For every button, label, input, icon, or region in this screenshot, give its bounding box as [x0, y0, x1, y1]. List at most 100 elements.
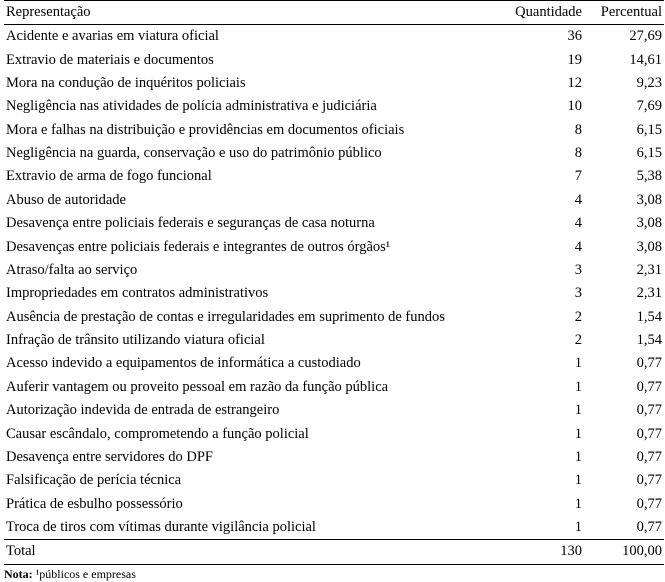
cell-quantidade: 36 — [504, 25, 584, 49]
footnote: Nota: ¹públicos e empresas — [4, 565, 657, 582]
cell-quantidade: 1 — [504, 352, 584, 375]
cell-percentual: 2,31 — [584, 282, 664, 305]
total-label: Total — [4, 540, 504, 564]
cell-percentual: 0,77 — [584, 376, 664, 399]
cell-quantidade: 1 — [504, 493, 584, 516]
cell-representacao: Acesso indevido a equipamentos de inform… — [4, 352, 504, 375]
cell-percentual: 0,77 — [584, 493, 664, 516]
cell-representacao: Extravio de materiais e documentos — [4, 48, 504, 71]
col-header-representacao: Representação — [4, 1, 504, 25]
cell-quantidade: 8 — [504, 142, 584, 165]
cell-quantidade: 1 — [504, 422, 584, 445]
cell-representacao: Mora e falhas na distribuição e providên… — [4, 119, 504, 142]
cell-quantidade: 3 — [504, 282, 584, 305]
footnote-label: Nota: — [4, 567, 33, 581]
table-row: Autorização indevida de entrada de estra… — [4, 399, 664, 422]
cell-percentual: 27,69 — [584, 25, 664, 49]
table-row: Desavença entre servidores do DPF10,77 — [4, 446, 664, 469]
cell-quantidade: 2 — [504, 306, 584, 329]
cell-quantidade: 19 — [504, 48, 584, 71]
cell-quantidade: 1 — [504, 446, 584, 469]
table-row: Desavenças entre policiais federais e in… — [4, 235, 664, 258]
cell-representacao: Desavenças entre policiais federais e in… — [4, 235, 504, 258]
table-row: Extravio de materiais e documentos1914,6… — [4, 48, 664, 71]
table-row: Mora e falhas na distribuição e providên… — [4, 119, 664, 142]
cell-representacao: Extravio de arma de fogo funcional — [4, 165, 504, 188]
cell-representacao: Auferir vantagem ou proveito pessoal em … — [4, 376, 504, 399]
cell-representacao: Infração de trânsito utilizando viatura … — [4, 329, 504, 352]
table-row: Falsificação de perícia técnica10,77 — [4, 469, 664, 492]
cell-representacao: Desavença entre policiais federais e seg… — [4, 212, 504, 235]
total-quantidade: 130 — [504, 540, 584, 564]
table-row: Causar escândalo, comprometendo a função… — [4, 422, 664, 445]
table-row: Extravio de arma de fogo funcional75,38 — [4, 165, 664, 188]
cell-quantidade: 2 — [504, 329, 584, 352]
table-row: Impropriedades em contratos administrati… — [4, 282, 664, 305]
cell-representacao: Autorização indevida de entrada de estra… — [4, 399, 504, 422]
table-row: Acidente e avarias em viatura oficial362… — [4, 25, 664, 49]
cell-representacao: Impropriedades em contratos administrati… — [4, 282, 504, 305]
cell-quantidade: 4 — [504, 235, 584, 258]
total-percentual: 100,00 — [584, 540, 664, 564]
cell-percentual: 0,77 — [584, 446, 664, 469]
table-row: Acesso indevido a equipamentos de inform… — [4, 352, 664, 375]
table-row: Negligência nas atividades de polícia ad… — [4, 95, 664, 118]
cell-quantidade: 4 — [504, 212, 584, 235]
cell-percentual: 6,15 — [584, 142, 664, 165]
cell-percentual: 0,77 — [584, 516, 664, 540]
col-header-percentual: Percentual — [584, 1, 664, 25]
cell-representacao: Troca de tiros com vítimas durante vigil… — [4, 516, 504, 540]
cell-percentual: 9,23 — [584, 72, 664, 95]
cell-percentual: 0,77 — [584, 352, 664, 375]
cell-percentual: 3,08 — [584, 189, 664, 212]
table-row: Mora na condução de inquéritos policiais… — [4, 72, 664, 95]
cell-quantidade: 1 — [504, 376, 584, 399]
cell-quantidade: 7 — [504, 165, 584, 188]
representacoes-table: Representação Quantidade Percentual Acid… — [4, 0, 664, 565]
cell-representacao: Falsificação de perícia técnica — [4, 469, 504, 492]
cell-percentual: 7,69 — [584, 95, 664, 118]
cell-quantidade: 8 — [504, 119, 584, 142]
table-row: Ausência de prestação de contas e irregu… — [4, 306, 664, 329]
table-row: Troca de tiros com vítimas durante vigil… — [4, 516, 664, 540]
cell-quantidade: 12 — [504, 72, 584, 95]
cell-representacao: Negligência na guarda, conservação e uso… — [4, 142, 504, 165]
cell-quantidade: 1 — [504, 469, 584, 492]
cell-quantidade: 1 — [504, 399, 584, 422]
cell-representacao: Mora na condução de inquéritos policiais — [4, 72, 504, 95]
table-row: Negligência na guarda, conservação e uso… — [4, 142, 664, 165]
cell-percentual: 1,54 — [584, 306, 664, 329]
cell-percentual: 0,77 — [584, 422, 664, 445]
col-header-quantidade: Quantidade — [504, 1, 584, 25]
cell-representacao: Desavença entre servidores do DPF — [4, 446, 504, 469]
cell-percentual: 0,77 — [584, 469, 664, 492]
table-row: Prática de esbulho possessório10,77 — [4, 493, 664, 516]
table-row: Atraso/falta ao serviço32,31 — [4, 259, 664, 282]
table-header-row: Representação Quantidade Percentual — [4, 1, 664, 25]
cell-percentual: 3,08 — [584, 212, 664, 235]
cell-representacao: Ausência de prestação de contas e irregu… — [4, 306, 504, 329]
footnote-text: ¹públicos e empresas — [33, 567, 136, 581]
cell-quantidade: 1 — [504, 516, 584, 540]
cell-representacao: Acidente e avarias em viatura oficial — [4, 25, 504, 49]
cell-percentual: 0,77 — [584, 399, 664, 422]
table-total-row: Total130100,00 — [4, 540, 664, 564]
cell-quantidade: 4 — [504, 189, 584, 212]
cell-representacao: Prática de esbulho possessório — [4, 493, 504, 516]
table-row: Auferir vantagem ou proveito pessoal em … — [4, 376, 664, 399]
table-row: Infração de trânsito utilizando viatura … — [4, 329, 664, 352]
cell-percentual: 1,54 — [584, 329, 664, 352]
cell-representacao: Causar escândalo, comprometendo a função… — [4, 422, 504, 445]
table-row: Abuso de autoridade43,08 — [4, 189, 664, 212]
cell-percentual: 6,15 — [584, 119, 664, 142]
table-row: Desavença entre policiais federais e seg… — [4, 212, 664, 235]
cell-representacao: Atraso/falta ao serviço — [4, 259, 504, 282]
cell-representacao: Abuso de autoridade — [4, 189, 504, 212]
cell-quantidade: 10 — [504, 95, 584, 118]
cell-percentual: 5,38 — [584, 165, 664, 188]
cell-percentual: 14,61 — [584, 48, 664, 71]
cell-percentual: 3,08 — [584, 235, 664, 258]
cell-quantidade: 3 — [504, 259, 584, 282]
cell-percentual: 2,31 — [584, 259, 664, 282]
cell-representacao: Negligência nas atividades de polícia ad… — [4, 95, 504, 118]
